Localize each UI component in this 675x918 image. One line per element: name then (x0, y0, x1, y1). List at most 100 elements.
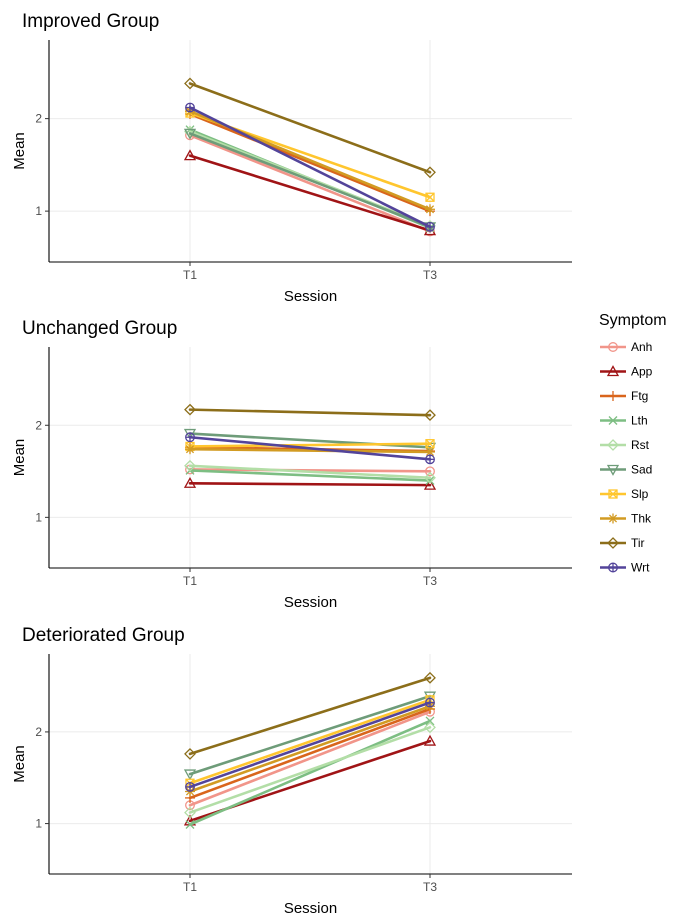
chart-panel: Improved Group 1 2 T1 T3 Session Mean (11, 11, 572, 305)
data-point (424, 721, 436, 734)
y-axis-label: Mean (11, 745, 28, 783)
y-tick-label: 2 (35, 725, 42, 739)
x-tick-label: T3 (423, 880, 437, 894)
data-point (184, 403, 196, 416)
data-point (425, 221, 435, 232)
series-app (183, 476, 437, 490)
data-point (423, 734, 437, 746)
legend: Symptom Anh App Ftg Lth Rst Sad Slp Thk Tir Wrt (599, 312, 667, 575)
series-line (188, 701, 432, 789)
data-point (185, 102, 195, 113)
series-wrt (185, 697, 435, 792)
data-point (425, 204, 435, 215)
chart-panel: Deteriorated Group 1 2 T1 T3 Session Mean (11, 625, 572, 917)
legend-item-ftg: Ftg (600, 389, 648, 403)
legend-item-app: App (600, 365, 653, 379)
series-tir (184, 671, 436, 760)
series-anh (185, 706, 435, 811)
data-point (183, 769, 197, 781)
legend-item-slp: Slp (600, 487, 649, 501)
data-point (425, 716, 435, 726)
legend-item-tir: Tir (600, 536, 645, 550)
series-wrt (185, 432, 435, 465)
data-point (184, 806, 196, 819)
legend-key-marker (608, 391, 618, 401)
series-line (188, 464, 432, 480)
data-point (424, 671, 436, 684)
series-rst (184, 721, 436, 819)
series-line (188, 408, 432, 417)
y-tick-label: 2 (35, 418, 42, 432)
series-line (188, 469, 432, 482)
chart-panel: Unchanged Group 1 2 T1 T3 Session Mean (11, 318, 572, 611)
series-line (188, 707, 432, 800)
legend-key-marker (607, 439, 619, 451)
series-rst (184, 459, 436, 484)
series-line (188, 133, 432, 233)
legend-label: Wrt (631, 561, 650, 575)
data-point (183, 149, 197, 161)
series-line (188, 719, 432, 826)
y-axis-label: Mean (11, 439, 28, 477)
y-tick-label: 1 (35, 510, 42, 524)
data-point (184, 77, 196, 90)
legend-item-anh: Anh (600, 340, 652, 354)
legend-item-rst: Rst (600, 438, 650, 452)
x-axis-label: Session (284, 594, 337, 611)
legend-item-sad: Sad (600, 463, 652, 477)
chart-title: Unchanged Group (22, 318, 177, 339)
series-line (188, 442, 432, 448)
series-line (188, 698, 432, 785)
data-point (424, 471, 436, 484)
legend-label: App (631, 365, 653, 379)
data-point (185, 820, 195, 829)
series-line (188, 726, 432, 814)
data-point (425, 466, 435, 477)
legend-label: Anh (631, 340, 652, 354)
series-line (188, 710, 432, 807)
legend-label: Ftg (631, 389, 648, 403)
legend-key-marker (608, 513, 618, 524)
series-line (188, 82, 432, 174)
legend-item-thk: Thk (600, 512, 652, 526)
legend-label: Thk (631, 512, 652, 526)
legend-key-marker (606, 365, 620, 377)
legend-item-wrt: Wrt (600, 561, 650, 575)
x-tick-label: T1 (183, 268, 197, 282)
data-point (185, 444, 195, 455)
legend-key-marker (608, 342, 618, 352)
legend-label: Sad (631, 463, 652, 477)
series-line (188, 132, 432, 229)
x-axis-label: Session (284, 288, 337, 305)
data-point (425, 697, 435, 708)
series-sad (183, 128, 437, 234)
x-tick-label: T3 (423, 574, 437, 588)
x-tick-label: T1 (183, 574, 197, 588)
series-line (188, 447, 432, 454)
legend-key-marker (608, 489, 618, 499)
series-line (188, 154, 432, 232)
series-line (188, 694, 432, 776)
legend-label: Tir (631, 536, 645, 550)
data-point (184, 747, 196, 760)
series-tir (184, 77, 436, 179)
y-tick-label: 1 (35, 817, 42, 831)
data-point (183, 128, 197, 140)
series-line (188, 676, 432, 756)
data-point (424, 166, 436, 179)
legend-title: Symptom (599, 312, 667, 329)
series-lth (185, 716, 435, 829)
legend-label: Lth (631, 414, 648, 428)
legend-key-marker (606, 464, 620, 476)
series-line (188, 481, 432, 487)
data-point (425, 439, 435, 449)
data-point (423, 478, 437, 490)
legend-item-lth: Lth (600, 414, 648, 428)
series-line (188, 112, 432, 213)
data-point (424, 409, 436, 422)
x-tick-label: T3 (423, 268, 437, 282)
y-tick-label: 1 (35, 204, 42, 218)
series-tir (184, 403, 436, 422)
x-tick-label: T1 (183, 880, 197, 894)
